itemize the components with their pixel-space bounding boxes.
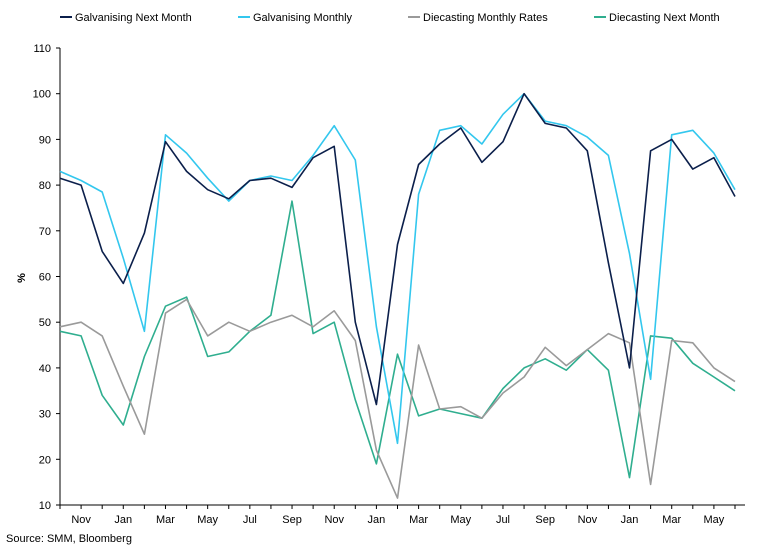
y-axis-label: % — [16, 273, 28, 283]
legend: Galvanising Next Month Galvanising Monthl… — [60, 12, 720, 24]
x-tick-label: Mar20 — [409, 514, 428, 530]
y-axis: 10 20 30 40 50 60 70 80 90 100 110% — [16, 43, 61, 512]
x-tick-label: Nov19 — [324, 514, 344, 530]
x-tick-label: Mar21 — [662, 514, 681, 530]
series-line-galvanising-monthly — [59, 92, 736, 445]
y-tick-label: 100 — [33, 89, 51, 101]
y-tick-label: 90 — [39, 134, 51, 146]
x-tick-label: Jul20 — [496, 514, 510, 530]
y-tick-label: 30 — [39, 409, 51, 421]
legend-label-diecasting-monthly-rates: Diecasting Monthly Rates — [423, 12, 548, 24]
y-tick-label: 110 — [33, 43, 51, 55]
y-tick-label: 80 — [39, 180, 51, 192]
x-tick-label: May19 — [197, 514, 218, 530]
legend-label-galvanising-monthly: Galvanising Monthly — [253, 12, 353, 24]
x-axis: Nov18 Jan19 Mar19 May19 Jul19 Sep19 Nov19 Jan20… — [59, 504, 745, 541]
x-tick-label: May20 — [450, 514, 471, 530]
legend-label-diecasting-next-month: Diecasting Next Month — [609, 12, 720, 24]
y-tick-label: 20 — [39, 454, 51, 466]
y-tick-label: 70 — [39, 226, 51, 238]
x-tick-label: May21 — [704, 514, 725, 530]
x-tick-label: Sep20 — [535, 514, 555, 530]
series-line-diecasting-monthly-rates — [59, 298, 736, 499]
x-tick-label: Nov20 — [578, 514, 598, 530]
source-note: Source: SMM, Bloomberg — [6, 533, 132, 545]
series-lines — [59, 92, 736, 499]
y-tick-label: 40 — [39, 363, 51, 375]
x-tick-label: Jan21 — [621, 514, 639, 530]
x-tick-label: Nov18 — [71, 514, 91, 530]
x-tick-label: Sep19 — [282, 514, 302, 530]
y-tick-label: 10 — [39, 500, 51, 512]
x-tick-label: Jul19 — [243, 514, 257, 530]
x-tick-label: Mar19 — [156, 514, 175, 530]
y-tick-label: 60 — [39, 272, 51, 284]
y-tick-label: 50 — [39, 317, 51, 329]
series-line-diecasting-next-month — [59, 200, 736, 479]
legend-label-galvanising-next-month: Galvanising Next Month — [75, 12, 192, 24]
line-chart: Galvanising Next Month Galvanising Monthl… — [16, 12, 745, 541]
x-tick-label: Jan20 — [368, 514, 386, 530]
x-tick-label: Jan19 — [114, 514, 132, 530]
series-line-galvanising-next-month — [59, 92, 736, 406]
